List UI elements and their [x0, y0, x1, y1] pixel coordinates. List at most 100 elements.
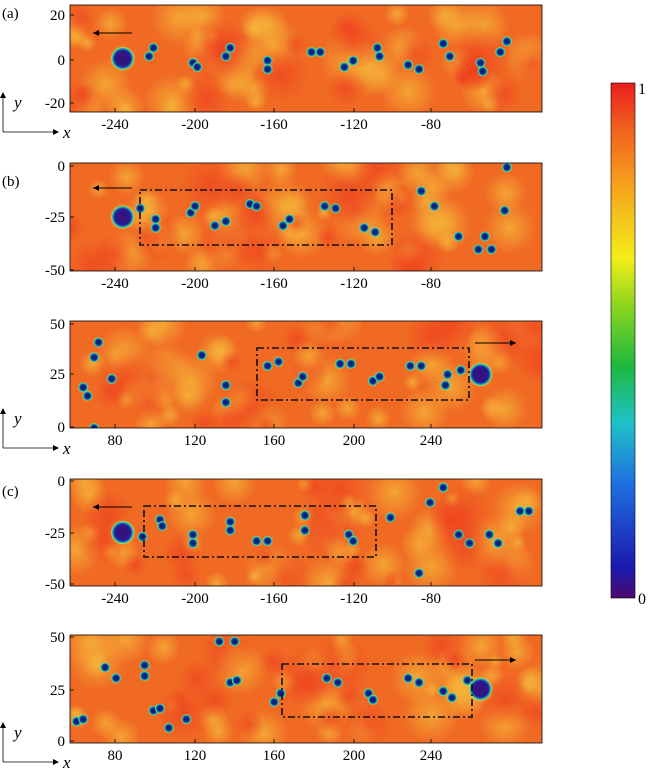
droplet — [367, 694, 378, 705]
x-tick-label: -80 — [421, 591, 441, 607]
droplet — [348, 55, 359, 66]
x-tick-label: -80 — [421, 276, 441, 292]
x-tick-label: 80 — [108, 748, 123, 764]
droplet — [299, 525, 310, 536]
droplet — [477, 66, 488, 77]
droplet — [209, 220, 220, 231]
droplet — [89, 423, 100, 428]
droplet — [348, 536, 359, 547]
droplet — [139, 660, 150, 671]
droplet — [225, 525, 236, 536]
droplet — [93, 337, 104, 348]
droplet — [501, 36, 512, 47]
x-tick-label: -160 — [260, 117, 288, 133]
panel-2: -240 -200 -160 -120 -80 0 -25 -50 (b) — [2, 159, 543, 292]
droplet — [262, 360, 273, 371]
droplet — [220, 380, 231, 391]
droplet — [231, 675, 242, 686]
droplet — [438, 686, 449, 697]
droplet — [100, 662, 111, 673]
droplet — [196, 350, 207, 361]
selection-box — [281, 663, 473, 718]
droplet — [405, 360, 416, 371]
droplet — [148, 42, 159, 53]
droplet — [372, 42, 383, 53]
droplet — [453, 529, 464, 540]
droplet — [444, 51, 455, 62]
droplet — [251, 201, 262, 212]
droplet — [220, 397, 231, 408]
x-tick-label: -160 — [260, 591, 288, 607]
droplet — [416, 360, 427, 371]
axis-indicator: yx — [0, 408, 71, 458]
droplet — [150, 222, 161, 233]
droplet — [403, 673, 414, 684]
droplet — [523, 506, 534, 517]
droplet — [484, 529, 495, 540]
phase-field — [70, 163, 542, 271]
droplet — [416, 186, 427, 197]
y-tick-label: 0 — [58, 420, 66, 436]
droplet — [273, 356, 284, 367]
droplet — [515, 506, 526, 517]
droplet — [225, 42, 236, 53]
droplet — [269, 696, 280, 707]
droplet — [225, 516, 236, 527]
colorbar-min-label: 0 — [638, 591, 646, 608]
droplet — [479, 231, 490, 242]
x-tick-label: 120 — [184, 748, 207, 764]
y-tick-label: 50 — [50, 630, 65, 646]
droplet — [440, 380, 451, 391]
phase-field — [70, 5, 542, 112]
panel-label: (b) — [2, 174, 20, 190]
droplet — [370, 227, 381, 238]
x-axis-label: x — [62, 753, 71, 772]
droplet — [339, 62, 350, 73]
droplet — [277, 220, 288, 231]
droplet — [499, 205, 510, 216]
droplet — [137, 531, 148, 542]
droplet — [501, 163, 512, 173]
x-tick-label: -80 — [421, 117, 441, 133]
droplet — [462, 675, 473, 686]
x-tick-label: 160 — [263, 748, 286, 764]
y-tick-label: 25 — [50, 683, 65, 699]
droplet — [414, 64, 425, 75]
x-tick-label: -120 — [340, 591, 368, 607]
droplet — [229, 636, 240, 647]
droplet — [220, 216, 231, 227]
droplet — [139, 671, 150, 682]
droplet — [262, 64, 273, 75]
droplet — [220, 51, 231, 62]
droplet — [78, 714, 89, 725]
droplet — [359, 222, 370, 233]
y-tick-label: 0 — [58, 474, 66, 490]
x-axis-label: x — [62, 439, 71, 458]
axis-indicator: yx — [0, 92, 71, 142]
droplet — [453, 231, 464, 242]
droplet — [438, 38, 449, 49]
droplet — [473, 244, 484, 255]
y-tick-label: -20 — [45, 96, 65, 112]
droplet — [78, 382, 89, 393]
droplet — [181, 714, 192, 725]
y-tick-label: -25 — [45, 210, 65, 226]
y-tick-label: -50 — [45, 577, 65, 593]
selection-box — [143, 505, 377, 558]
axis-indicator: yx — [0, 722, 71, 772]
y-tick-label: 0 — [58, 53, 66, 69]
selection-box — [256, 347, 470, 401]
panel-label: (c) — [2, 484, 19, 500]
x-tick-label: 200 — [343, 748, 366, 764]
panel-4: -240 -200 -160 -120 -80 0 -25 -50 (c) — [2, 474, 543, 607]
droplet — [315, 47, 326, 58]
large-droplet — [469, 677, 493, 701]
phase-field — [70, 321, 542, 428]
x-tick-label: -240 — [101, 276, 129, 292]
x-tick-label: -200 — [181, 117, 209, 133]
droplet — [335, 358, 346, 369]
y-tick-label: 20 — [50, 8, 65, 24]
